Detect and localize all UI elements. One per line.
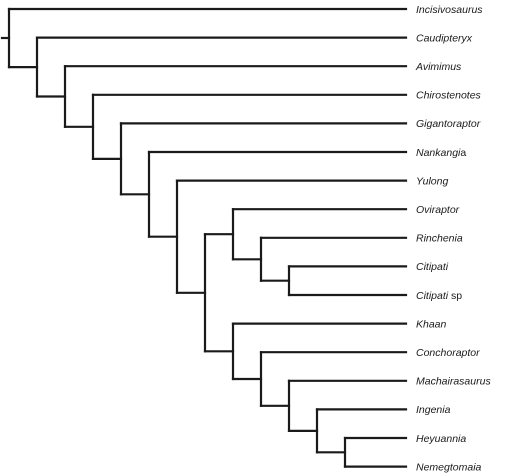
taxon-genus: Nemegtomaia (416, 461, 482, 473)
taxon-label-rinchenia: Rinchenia (416, 233, 463, 245)
taxon-label-machairasaurus: Machairasaurus (416, 376, 491, 388)
taxon-label-gigantoraptor: Gigantoraptor (416, 118, 481, 130)
taxon-genus: Ingenia (416, 404, 451, 416)
taxon-label-nankangia: Nankangia (416, 147, 466, 159)
taxon-label-yulong: Yulong (416, 175, 448, 187)
taxon-suffix: a (460, 147, 466, 159)
taxon-label-ingenia: Ingenia (416, 404, 451, 416)
taxon-label-citipati: Citipati (416, 261, 449, 273)
taxon-genus: Nankangi (416, 147, 461, 159)
taxon-label-heyuannia: Heyuannia (416, 433, 466, 445)
taxon-genus: Yulong (416, 175, 448, 187)
taxon-genus: Rinchenia (416, 233, 463, 245)
taxon-genus: Caudipteryx (416, 32, 473, 44)
taxon-genus: Incisivosaurus (416, 4, 483, 16)
taxon-label-nemegtomaia: Nemegtomaia (416, 461, 482, 473)
taxon-labels: Incisivosaurus Caudipteryx Avimimus Chirost… (415, 4, 491, 474)
taxon-genus: Citipati (416, 261, 449, 273)
taxon-label-avimimus: Avimimus (415, 61, 462, 73)
taxon-genus: Khaan (416, 318, 447, 330)
taxon-genus: Machairasaurus (416, 376, 491, 388)
cladogram-branches (0, 7, 408, 468)
taxon-label-citipati-sp: Citipati sp (416, 290, 462, 302)
taxon-genus: Gigantoraptor (416, 118, 481, 130)
taxon-label-incisivosaurus: Incisivosaurus (416, 4, 483, 16)
taxon-genus: Heyuannia (416, 433, 466, 445)
taxon-label-caudipteryx: Caudipteryx (416, 32, 473, 44)
taxon-label-khaan: Khaan (416, 318, 447, 330)
taxon-genus: Citipati (416, 290, 449, 302)
taxon-label-oviraptor: Oviraptor (416, 204, 460, 216)
taxon-genus: Avimimus (415, 61, 462, 73)
taxon-label-conchoraptor: Conchoraptor (416, 347, 480, 359)
taxon-suffix: sp (448, 290, 462, 302)
taxon-label-chirostenotes: Chirostenotes (416, 90, 482, 102)
taxon-genus: Conchoraptor (416, 347, 480, 359)
taxon-genus: Chirostenotes (416, 90, 482, 102)
taxon-genus: Oviraptor (416, 204, 460, 216)
